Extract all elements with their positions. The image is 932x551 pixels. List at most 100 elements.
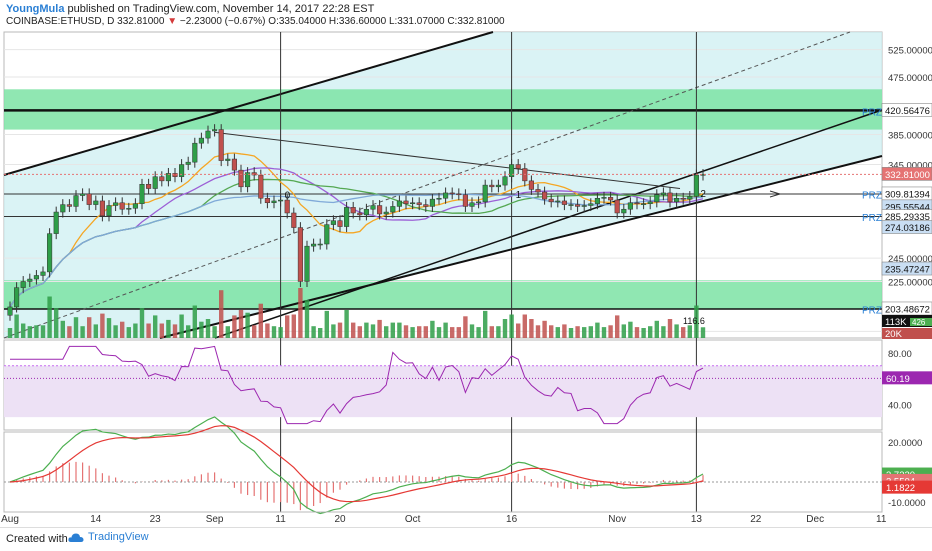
symbol-label: COINBASE:ETHUSD, D [6, 16, 115, 27]
price-badge-label: 332.81000 [885, 170, 930, 181]
volume-bar [21, 323, 26, 338]
candle [627, 202, 633, 210]
chart-canvas[interactable]: 0 1 2 PRZ PRZ PRZ PRZ 116.6 525.00000 475.00000 38… [0, 30, 932, 527]
candle [667, 192, 673, 203]
channel-dashed-line [3, 31, 851, 339]
candle [330, 220, 336, 225]
candle [614, 199, 620, 214]
rsi-badge [882, 371, 932, 385]
time-tick-label: 20 [334, 514, 346, 525]
prz-zone [4, 280, 882, 309]
prz-label: PRZ [862, 107, 882, 118]
time-tick-label: Oct [405, 514, 421, 525]
candle [225, 158, 231, 161]
tradingview-brand[interactable]: TradingView [68, 531, 149, 543]
created-with-label: Created with [6, 533, 68, 545]
volume-bar [483, 310, 488, 338]
candle [80, 193, 86, 196]
volume-bar [582, 327, 587, 338]
macd-badge-label: 1.1822 [886, 483, 915, 494]
time-tick-label: 11 [275, 514, 286, 525]
volume-bar [443, 322, 448, 338]
volume-bar [370, 324, 376, 338]
volume-bar [549, 325, 554, 338]
author-link[interactable]: YoungMula [6, 3, 65, 15]
candle [502, 176, 508, 186]
candle [693, 174, 699, 197]
candle [403, 200, 409, 204]
rsi-line [10, 345, 704, 425]
candle [674, 197, 680, 203]
channel-upper-line [3, 31, 494, 176]
volume-bar [245, 312, 250, 338]
candle [251, 172, 257, 176]
volume-bar [436, 327, 442, 338]
volume-bar [54, 308, 59, 338]
price-badge-label: 285.29335 [885, 212, 930, 223]
candle [212, 129, 218, 132]
candle [165, 173, 171, 182]
candle [416, 202, 422, 205]
candle [126, 208, 132, 210]
candle [297, 227, 303, 282]
chart-header: YoungMula published on TradingView.com, … [0, 0, 932, 30]
cloud-icon [68, 533, 84, 542]
candle [93, 200, 99, 205]
candle [456, 193, 462, 196]
publish-info: published on TradingView.com, November 1… [67, 3, 375, 15]
volume-bar [509, 314, 514, 338]
price-tick-label: 345.00000 [888, 161, 932, 172]
volume-bar [80, 326, 85, 338]
volume-bar [588, 326, 593, 338]
volume-badge [882, 328, 932, 339]
candle [284, 199, 290, 214]
macd-line [9, 416, 704, 515]
candle [66, 204, 72, 207]
price-badge [881, 220, 932, 234]
volume-bar [153, 315, 158, 338]
candle [469, 202, 475, 207]
time-tick-label: 13 [691, 514, 703, 525]
prz-label: PRZ [862, 306, 882, 317]
volume-bar [212, 326, 217, 338]
volume-bar [126, 327, 131, 338]
candle [410, 202, 416, 205]
candle [185, 161, 191, 165]
candle [198, 137, 204, 144]
price-badge-label: 203.48672 [885, 304, 930, 315]
time-tick-label: Aug [1, 514, 19, 525]
volume-bar [423, 326, 428, 338]
volume-bar [73, 317, 79, 338]
rsi-tick-label: 80.00 [888, 349, 912, 360]
volume-bar [47, 296, 52, 338]
volume-badge [910, 318, 932, 326]
candle [568, 204, 574, 206]
candle [218, 129, 224, 161]
volume-bar [7, 328, 13, 338]
candle [561, 200, 567, 205]
pattern-label: 0 [285, 191, 291, 202]
volume-bar [621, 324, 626, 338]
volume-bar [522, 314, 527, 338]
candle [337, 220, 343, 227]
candle [476, 201, 482, 204]
brand-label: TradingView [88, 531, 149, 543]
volume-bar [542, 320, 547, 338]
candle [27, 278, 33, 282]
candle [535, 189, 541, 193]
candle [73, 195, 79, 207]
volume-bar [364, 322, 369, 338]
candle [245, 172, 251, 188]
volume-bar [417, 326, 422, 338]
price-badge [881, 261, 932, 276]
volume-bar [575, 326, 580, 338]
price-tick-label: 525.00000 [888, 46, 932, 57]
candle [53, 211, 59, 234]
volume-bar [337, 322, 343, 338]
volume-bar [667, 319, 673, 338]
volume-bar [271, 326, 277, 338]
volume-bar [278, 327, 283, 338]
candle [311, 243, 317, 247]
candle [647, 201, 653, 204]
volume-bar [410, 327, 415, 338]
